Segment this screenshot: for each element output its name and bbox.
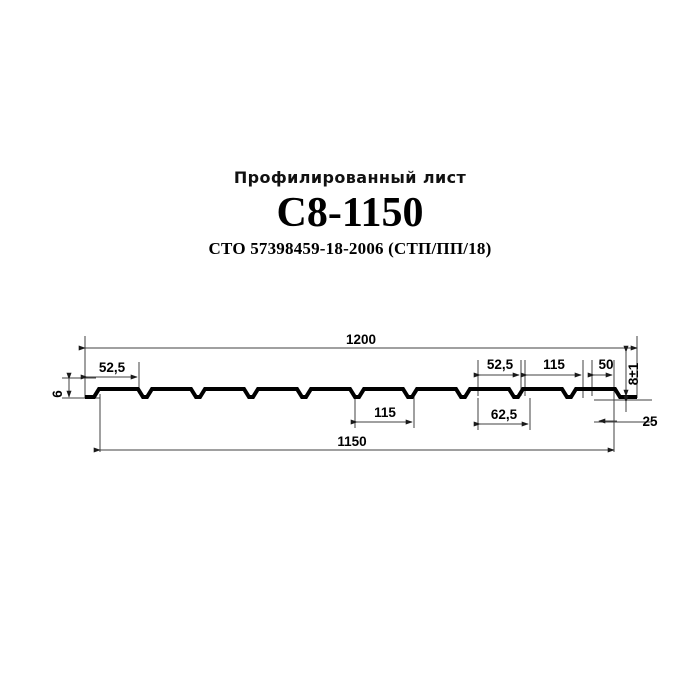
dimension-profile-height: 8±1 — [623, 345, 641, 397]
dimension-left-flat: 52,5 — [80, 360, 138, 380]
dimension-middle-pitch-label: 115 — [374, 405, 396, 420]
dimension-rib-pitch: 115 — [520, 357, 582, 378]
title-block: Профилированный лист C8-1150 СТО 5739845… — [0, 168, 700, 260]
dimension-left-flat-label: 52,5 — [99, 360, 126, 375]
dimension-working-width: 1150 — [93, 434, 615, 453]
dimension-profile-height-label: 8±1 — [626, 362, 641, 385]
product-subtitle: Профилированный лист — [233, 168, 467, 187]
dimension-rib-pitch-label: 115 — [543, 357, 565, 372]
dimension-right-flat-label: 52,5 — [487, 357, 514, 372]
dimension-working-width-label: 1150 — [337, 434, 366, 449]
dimension-right-end-label: 50 — [598, 357, 613, 372]
dimension-bottom-flat-label: 62,5 — [491, 407, 518, 422]
dimension-overall-width: 1200 — [78, 332, 638, 351]
dimension-edge-offset: 25 — [598, 395, 658, 429]
dimension-bottom-flat: 62,5 — [473, 407, 529, 427]
dimension-edge-offset-label: 25 — [642, 414, 658, 429]
standard-reference: СТО 57398459-18-2006 (СТП/ПП/18) — [208, 239, 492, 258]
product-code: C8-1150 — [276, 190, 424, 236]
profile-cross-section — [85, 387, 637, 399]
dimension-left-height: 6 — [50, 372, 72, 398]
dimension-overall-width-label: 1200 — [346, 332, 376, 347]
dimension-right-flat: 52,5 — [473, 357, 520, 378]
dimension-middle-pitch: 115 — [350, 405, 413, 425]
dimension-right-end: 50 — [587, 357, 614, 378]
dimension-left-height-label: 6 — [50, 390, 65, 398]
